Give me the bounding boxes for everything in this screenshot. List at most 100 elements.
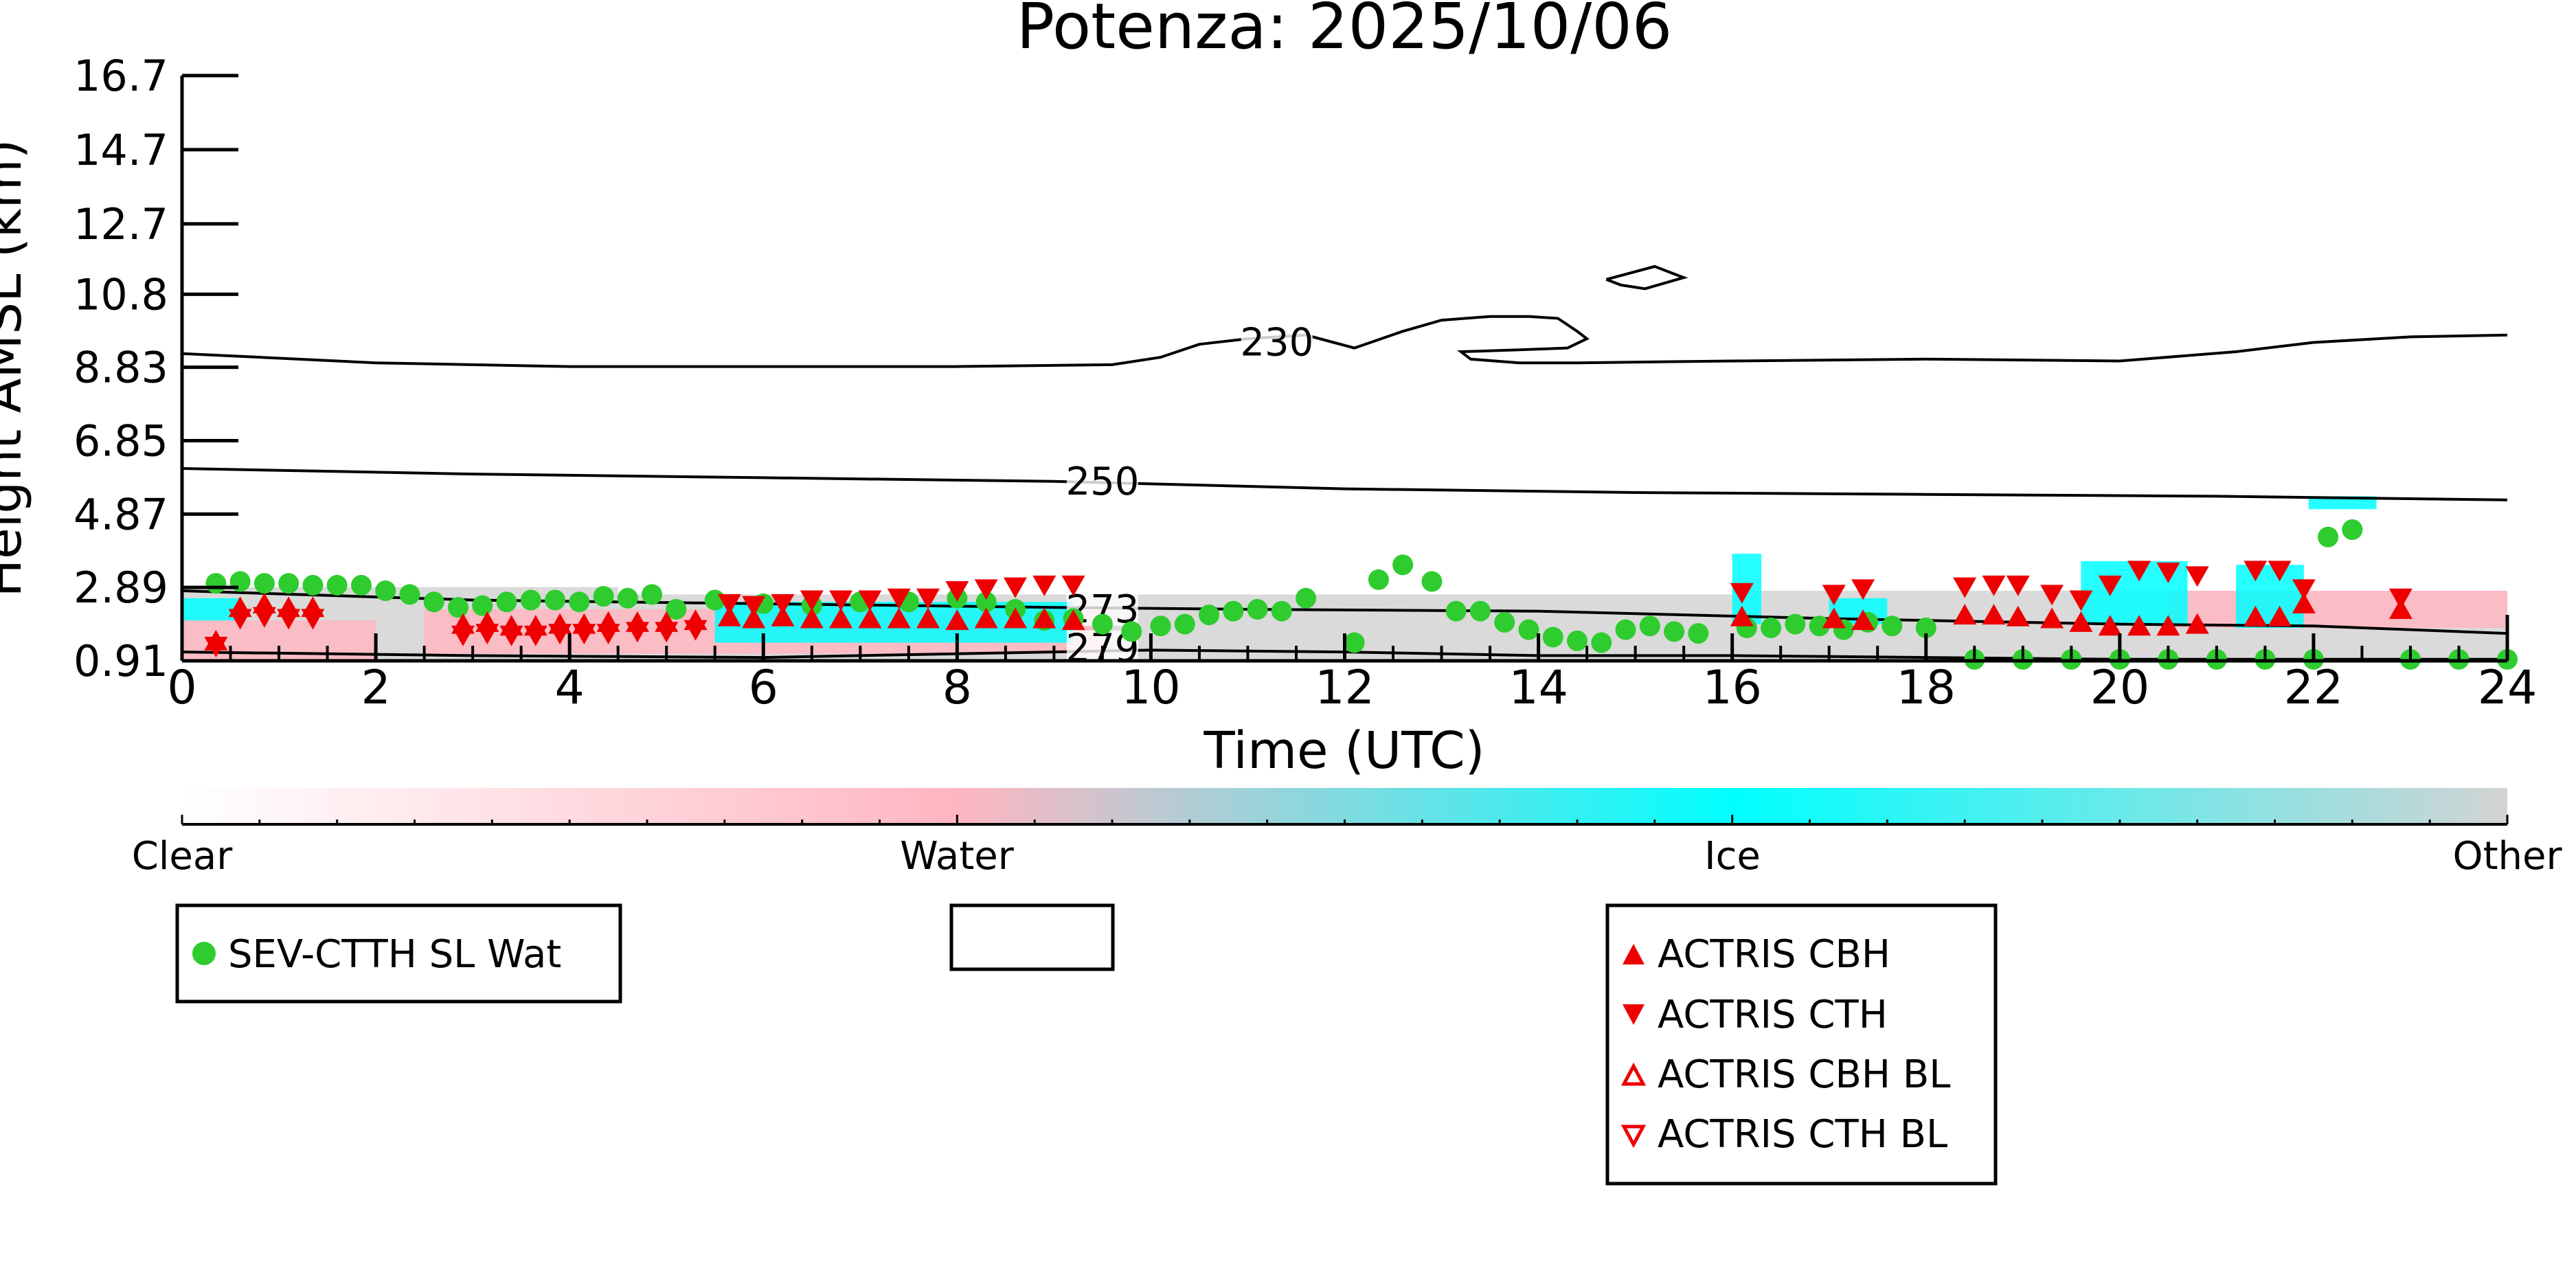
actris-cbh-point [2244, 605, 2268, 626]
actris-cbh-point [2185, 613, 2209, 634]
sev-ctth-point [1344, 632, 1365, 653]
contour-line-273 [182, 589, 2507, 635]
sev-ctth-point [1392, 554, 1414, 576]
sev-ctth-point [278, 573, 300, 594]
x-tick-label-12: 24 [2478, 661, 2538, 715]
actris-cbh-point [2069, 611, 2093, 632]
contour-island-0 [1605, 264, 1688, 291]
actris-cth-point [887, 588, 911, 609]
sev-ctth-point [1150, 615, 1171, 637]
actris-cbh-point [1822, 607, 1846, 629]
sev-ctth-point [593, 586, 614, 607]
actris-cbh-point [2006, 605, 2030, 626]
actris-cth-point [451, 625, 475, 646]
actris-cth-point [2098, 575, 2122, 596]
sev-ctth-point [423, 591, 444, 613]
sev-ctth-point [1296, 587, 1317, 609]
actris-cth-point [683, 620, 708, 641]
y-tick-label-0: 0.91 [74, 636, 168, 686]
sev-ctth-point [326, 574, 348, 596]
actris-cth-point [2292, 579, 2316, 600]
actris-cbh-point [2040, 607, 2064, 629]
actris-cbh-point [2292, 592, 2316, 613]
actris-cth-point [717, 594, 741, 615]
y-tick-label-4: 8.83 [74, 343, 168, 393]
actris-cth-point [800, 590, 824, 611]
y-tick-label-6: 12.7 [74, 199, 168, 249]
x-tick-label-5: 10 [1121, 661, 1181, 715]
actris-cbh-point [945, 609, 969, 631]
contour-label-230: 230 [1240, 320, 1313, 365]
sev-ctth-point [1542, 626, 1563, 648]
actris-cth-point [301, 609, 325, 630]
actris-cbh-point [771, 605, 795, 626]
sev-ctth-point [1199, 605, 1220, 626]
sev-ctth-point [642, 584, 663, 605]
sev-ctth-point [2342, 519, 2363, 540]
legend-label-cbh-bl: ACTRIS CBH BL [1658, 1052, 1950, 1097]
cloud-region-water-6 [2168, 591, 2507, 628]
actris-cth-point [1032, 575, 1057, 596]
x-ticks: 0 2 4 6 8 10 12 14 16 18 20 22 24 [167, 633, 2537, 715]
sev-ctth-point [1469, 600, 1491, 622]
x-tick-label-0: 0 [167, 661, 196, 715]
legend-box-satellite [175, 903, 622, 1004]
actris-cbh-point [2127, 615, 2151, 636]
sev-ctth-point [1882, 615, 1903, 637]
sev-ctth-point [1445, 600, 1467, 622]
actris-cbh-point [1730, 605, 1754, 626]
actris-cbh-point [974, 607, 998, 629]
y-ticks: 0.91 2.89 4.87 6.85 8.83 10.8 12.7 14.7 16.7 [74, 51, 238, 686]
actris-cth-point [858, 590, 882, 611]
sev-ctth-point [1809, 615, 1830, 637]
actris-cbh-point [1953, 604, 1977, 625]
actris-cbh-point [916, 607, 940, 629]
actris-cth-point [916, 588, 940, 609]
x-tick-label-8: 16 [1702, 661, 1762, 715]
actris-cth-point [2156, 563, 2180, 584]
sev-ctth-point [1761, 617, 1782, 638]
colorbar-gradient [182, 788, 2507, 824]
actris-cbh-point [1061, 609, 1085, 631]
sev-ctth-point [350, 574, 372, 596]
actris-cth-point [625, 622, 649, 643]
legend-marker-cth-bl [1620, 1125, 1647, 1149]
actris-cth-point [204, 636, 228, 657]
actris-cth-point [596, 624, 620, 645]
actris-cth-point [2006, 575, 2030, 596]
sev-ctth-point [1567, 630, 1588, 651]
chart-title: Potenza: 2025/10/06 [1017, 0, 1673, 63]
sev-ctth-point [205, 573, 227, 594]
marker-layer [204, 519, 2518, 670]
colorbar-label-other: Other [2452, 834, 2562, 879]
colorbar-label-water: Water [900, 834, 1015, 879]
x-tick-label-7: 14 [1509, 661, 1568, 715]
colorbar-ticks [181, 815, 2509, 824]
actris-cth-point [548, 624, 572, 645]
contour-line-230 [182, 315, 2507, 368]
actris-cth-point [1822, 585, 1846, 606]
sev-ctth-point [1121, 621, 1142, 642]
x-tick-label-10: 20 [2090, 661, 2150, 715]
sev-ctth-point [472, 595, 493, 616]
actris-cth-point [829, 590, 853, 611]
x-tick-label-6: 12 [1315, 661, 1375, 715]
actris-cbh-point [887, 607, 911, 629]
legend-box-actris [1605, 903, 1998, 1186]
sev-ctth-point [545, 589, 566, 611]
actris-cth-point [1982, 575, 2006, 596]
legend-marker-cbh [1623, 944, 1645, 964]
x-tick-label-1: 2 [361, 661, 390, 715]
actris-cth-point [1003, 577, 1027, 598]
y-tick-label-3: 6.85 [74, 416, 168, 466]
actris-cth-point [2388, 588, 2413, 609]
colorbar: Clear Water Ice Other [132, 788, 2562, 879]
legend-box-empty [949, 903, 1115, 971]
sev-ctth-point [617, 587, 638, 609]
contour-label-bg-250 [1066, 463, 1138, 498]
sev-ctth-point [1271, 600, 1292, 622]
sev-ctth-point [1785, 613, 1806, 635]
actris-cth-point [2244, 561, 2268, 582]
